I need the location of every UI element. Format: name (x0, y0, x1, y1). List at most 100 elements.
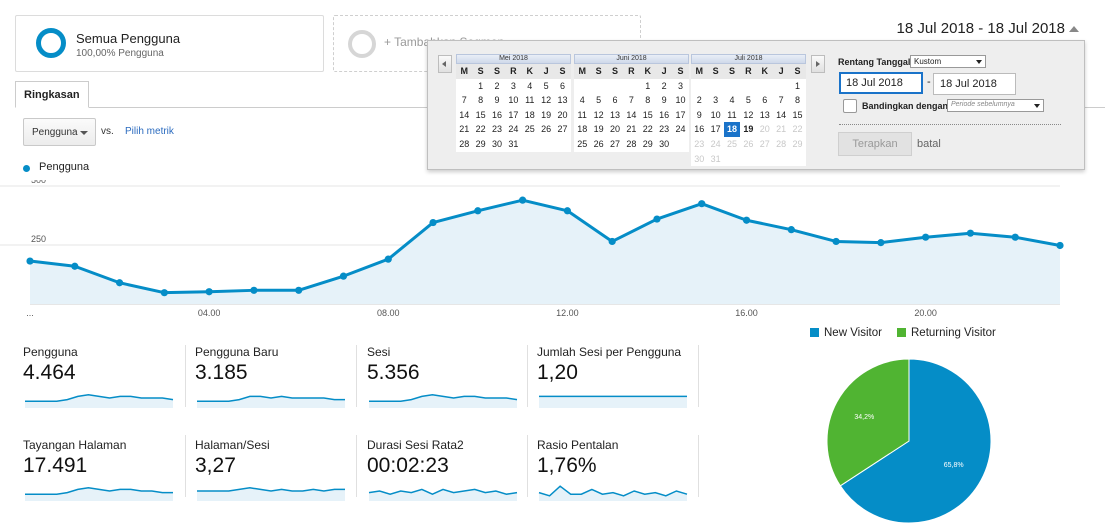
calendar-day[interactable]: 9 (696, 109, 702, 120)
calendar-day[interactable]: 28 (626, 138, 637, 149)
calendar-day[interactable]: 10 (675, 95, 686, 106)
calendar-day[interactable]: 1 (478, 80, 484, 91)
calendar-day[interactable]: 5 (543, 80, 549, 91)
end-date-input[interactable]: 18 Jul 2018 (933, 73, 1016, 95)
calendar-day[interactable]: 28 (776, 138, 787, 149)
calendar-day[interactable]: 6 (612, 95, 618, 106)
next-month-button[interactable] (811, 55, 825, 73)
calendar-day[interactable]: 30 (491, 138, 502, 149)
calendar-day[interactable]: 25 (577, 138, 588, 149)
calendar-day[interactable]: 21 (776, 124, 787, 135)
calendar-day[interactable]: 18 (723, 122, 741, 137)
calendar-day[interactable]: 26 (593, 138, 604, 149)
calendar-day[interactable]: 16 (491, 109, 502, 120)
calendar-day[interactable]: 13 (609, 109, 620, 120)
metric-card[interactable]: Rasio Pentalan 1,76% (537, 438, 697, 518)
calendar-day[interactable]: 6 (762, 95, 768, 106)
calendar-day[interactable]: 24 (508, 124, 519, 135)
calendar-day[interactable]: 11 (577, 109, 587, 120)
calendar-day[interactable]: 14 (776, 109, 787, 120)
calendar-day[interactable]: 23 (491, 124, 502, 135)
calendar-day[interactable]: 24 (675, 124, 686, 135)
metric-card[interactable]: Halaman/Sesi 3,27 (195, 438, 355, 518)
prev-month-button[interactable] (438, 55, 452, 73)
calendar-day[interactable]: 26 (541, 124, 552, 135)
calendar-day[interactable]: 22 (792, 124, 803, 135)
calendar-day[interactable]: 4 (527, 80, 533, 91)
compare-select[interactable]: Periode sebelumnya (947, 99, 1044, 112)
calendar-day[interactable]: 4 (729, 95, 735, 106)
calendar-day[interactable]: 20 (759, 124, 770, 135)
calendar-day[interactable]: 9 (494, 95, 500, 106)
calendar-day[interactable]: 19 (593, 124, 604, 135)
calendar-day[interactable]: 12 (743, 109, 754, 120)
calendar-day[interactable]: 7 (628, 95, 634, 106)
calendar-day[interactable]: 31 (508, 138, 519, 149)
calendar-day[interactable]: 4 (579, 95, 585, 106)
metric-card[interactable]: Jumlah Sesi per Pengguna 1,20 (537, 345, 697, 425)
metric-dropdown[interactable]: Pengguna (23, 118, 96, 146)
calendar-day[interactable]: 25 (726, 138, 737, 149)
calendar-day[interactable]: 15 (475, 109, 486, 120)
calendar-day[interactable]: 9 (661, 95, 667, 106)
calendar-day[interactable]: 10 (508, 95, 519, 106)
calendar-day[interactable]: 17 (508, 109, 519, 120)
calendar-day[interactable]: 23 (694, 138, 705, 149)
calendar-day[interactable]: 6 (560, 80, 566, 91)
calendar-day[interactable]: 20 (557, 109, 568, 120)
calendar-day[interactable]: 29 (792, 138, 803, 149)
calendar-day[interactable]: 22 (642, 124, 653, 135)
calendar-day[interactable]: 2 (696, 95, 702, 106)
calendar-day[interactable]: 12 (593, 109, 604, 120)
calendar-day[interactable]: 21 (626, 124, 637, 135)
calendar-day[interactable]: 22 (475, 124, 486, 135)
calendar-day[interactable]: 27 (759, 138, 770, 149)
calendar-day[interactable]: 26 (743, 138, 754, 149)
calendar-day[interactable]: 27 (609, 138, 620, 149)
calendar-day[interactable]: 8 (478, 95, 484, 106)
calendar-day[interactable]: 25 (524, 124, 535, 135)
calendar-day[interactable]: 7 (778, 95, 784, 106)
calendar-day[interactable]: 15 (642, 109, 653, 120)
calendar-day[interactable]: 18 (577, 124, 588, 135)
calendar-day[interactable]: 20 (609, 124, 620, 135)
calendar-day[interactable]: 10 (710, 109, 721, 120)
metric-card[interactable]: Pengguna Baru 3.185 (195, 345, 355, 425)
calendar-day[interactable]: 3 (678, 80, 684, 91)
calendar-day[interactable]: 11 (727, 109, 737, 120)
range-select[interactable]: Kustom (910, 55, 986, 68)
calendar-day[interactable]: 13 (557, 95, 568, 106)
calendar-day[interactable]: 1 (645, 80, 651, 91)
metric-card[interactable]: Durasi Sesi Rata2 00:02:23 (367, 438, 527, 518)
calendar-day[interactable]: 19 (541, 109, 552, 120)
calendar-day[interactable]: 31 (710, 153, 721, 164)
calendar-day[interactable]: 3 (510, 80, 516, 91)
start-date-input[interactable]: 18 Jul 2018 (839, 72, 923, 94)
metric-card[interactable]: Pengguna 4.464 (23, 345, 183, 425)
calendar-day[interactable]: 23 (659, 124, 670, 135)
pick-metric-link[interactable]: Pilih metrik (125, 126, 174, 137)
calendar-day[interactable]: 8 (645, 95, 651, 106)
calendar-day[interactable]: 2 (661, 80, 667, 91)
calendar-day[interactable]: 5 (596, 95, 602, 106)
calendar-day[interactable]: 16 (659, 109, 670, 120)
calendar-day[interactable]: 15 (792, 109, 803, 120)
calendar-day[interactable]: 13 (759, 109, 770, 120)
calendar-day[interactable]: 7 (461, 95, 467, 106)
calendar-day[interactable]: 14 (626, 109, 637, 120)
calendar-day[interactable]: 1 (795, 80, 801, 91)
calendar-day[interactable]: 27 (557, 124, 568, 135)
calendar-day[interactable]: 21 (459, 124, 470, 135)
calendar-day[interactable]: 11 (525, 95, 535, 106)
calendar-day[interactable]: 17 (675, 109, 686, 120)
calendar-day[interactable]: 14 (459, 109, 470, 120)
calendar-day[interactable]: 30 (659, 138, 670, 149)
calendar-day[interactable]: 29 (475, 138, 486, 149)
calendar-day[interactable]: 3 (713, 95, 719, 106)
calendar-day[interactable]: 29 (642, 138, 653, 149)
metric-card[interactable]: Tayangan Halaman 17.491 (23, 438, 183, 518)
calendar-day[interactable]: 16 (694, 124, 705, 135)
calendar-day[interactable]: 8 (795, 95, 801, 106)
compare-checkbox[interactable] (843, 99, 857, 113)
metric-card[interactable]: Sesi 5.356 (367, 345, 527, 425)
